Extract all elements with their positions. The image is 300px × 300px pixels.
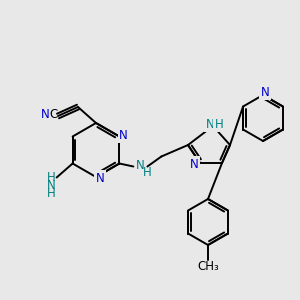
Text: H: H [47,171,56,184]
Text: H: H [214,118,224,130]
Text: H: H [47,187,56,200]
Text: N: N [96,172,104,184]
Text: N: N [119,129,128,142]
Text: N: N [40,109,50,122]
Text: N: N [206,118,214,130]
Text: N: N [47,179,56,192]
Text: C: C [49,109,57,122]
Text: N: N [190,158,198,170]
Text: N: N [136,159,145,172]
Text: N: N [261,85,269,98]
Text: CH₃: CH₃ [197,260,219,274]
Text: H: H [143,166,152,179]
